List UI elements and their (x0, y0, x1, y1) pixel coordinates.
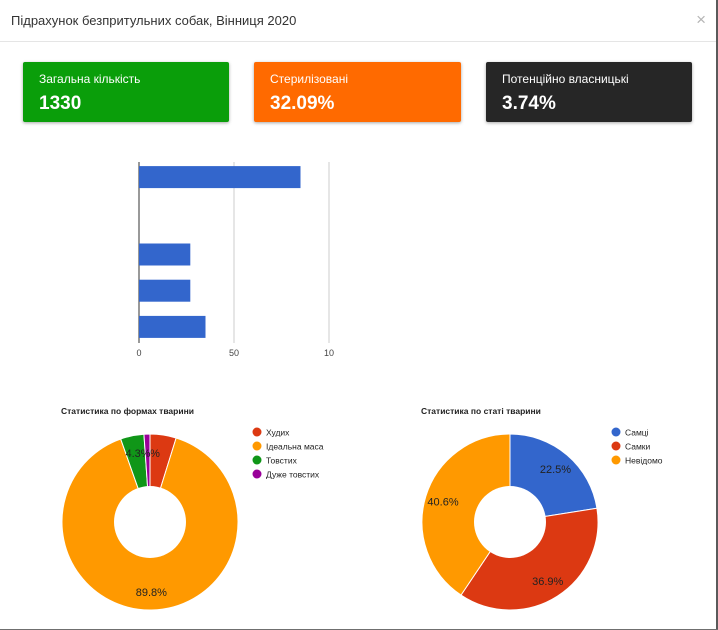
tick-label: 10 (324, 348, 334, 358)
slice-label: % (150, 448, 160, 460)
modal-title: Підрахунок безпритульних собак, Вінниця … (11, 13, 297, 28)
total-count-label: Загальна кількість (39, 72, 141, 86)
sterilized-card: Стерилізовані 32.09% (254, 62, 461, 122)
legend-label: Ідеальна маса (266, 442, 324, 452)
slice-label: 36.9% (532, 576, 563, 588)
slice-label: 40.6% (427, 497, 458, 509)
modal-header: Підрахунок безпритульних собак, Вінниця … (0, 0, 716, 42)
total-count-card: Загальна кількість 1330 (23, 62, 229, 122)
bar-chart: 0 50 10 (136, 162, 334, 358)
owned-value: 3.74% (502, 93, 556, 114)
total-count-value: 1330 (39, 93, 82, 114)
legend-label: Самки (625, 442, 651, 452)
bar[interactable] (139, 315, 206, 338)
legend-label: Дуже товстих (266, 470, 320, 480)
legend-marker (252, 469, 262, 479)
legend-marker (252, 427, 262, 437)
bar[interactable] (139, 279, 191, 302)
legend-marker (252, 441, 262, 451)
donut-hole (114, 486, 186, 558)
slice-label: 22.5% (540, 464, 571, 476)
slice-label: 4.3% (125, 448, 150, 460)
sterilized-label: Стерилізовані (270, 72, 348, 86)
legend-label: Невідомо (625, 456, 663, 466)
owned-card: Потенційно власницькі 3.74% (486, 62, 692, 122)
legend-label: Худих (266, 428, 290, 438)
tick-label: 50 (229, 348, 239, 358)
bar[interactable] (139, 166, 301, 189)
pie-title: Статистика по статі тварини (421, 406, 541, 416)
donut-hole (474, 486, 546, 558)
tick-label: 0 (136, 348, 141, 358)
pie-slice[interactable] (460, 507, 599, 611)
legend-label: Самці (625, 428, 649, 438)
owned-label: Потенційно власницькі (502, 72, 629, 86)
slice-label: 89.8% (136, 587, 167, 599)
legend-label: Товстих (266, 456, 298, 466)
legend-marker (611, 441, 621, 451)
sterilized-value: 32.09% (270, 93, 335, 114)
pie-title: Статистика по формах тварини (61, 406, 194, 416)
close-button[interactable]: × (696, 10, 706, 29)
bar[interactable] (139, 243, 191, 266)
shape-pie-chart: Статистика по формах тварини 89.8% 4.3% % Ху… (61, 406, 324, 611)
legend-marker (611, 427, 621, 437)
legend-marker (252, 455, 262, 465)
legend-marker (611, 455, 621, 465)
pie-slice[interactable] (421, 433, 511, 596)
gender-pie-chart: Статистика по статі тварини 22.5% 36.9% 40.… (421, 406, 663, 611)
